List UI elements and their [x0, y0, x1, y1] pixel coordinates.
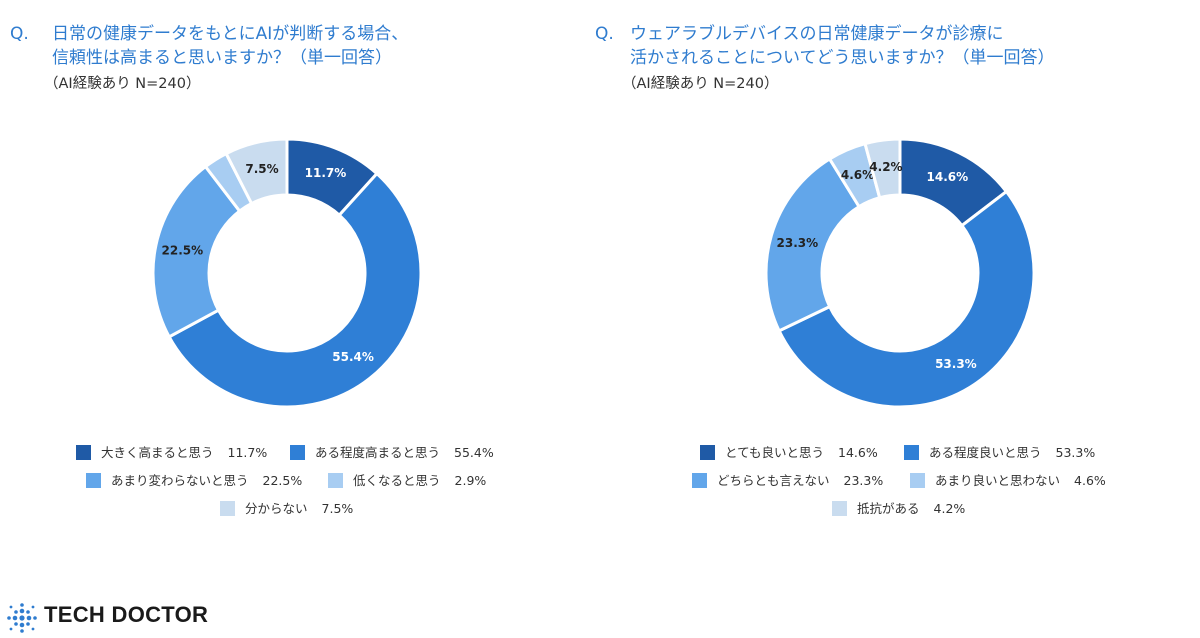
legend-label: 低くなると思う	[353, 473, 441, 488]
question-line-1: 日常の健康データをもとにAIが判断する場合、	[52, 24, 409, 44]
question-subtitle: （AI経験あり N=240）	[622, 76, 779, 92]
slice-value-label: 4.6%	[841, 168, 874, 182]
legend-item: どちらとも言えない 23.3%	[692, 472, 883, 490]
slice-value-label: 11.7%	[305, 166, 347, 180]
legend-item: ある程度高まると思う 55.4%	[290, 444, 494, 462]
question-prefix: Q.	[595, 24, 614, 44]
legend-swatch	[290, 445, 305, 460]
legend-item: 抵抗がある 4.2%	[832, 500, 965, 518]
legend-value: 14.6%	[838, 445, 878, 460]
donut-chart: 11.7% 55.4% 22.5% 7.5%	[151, 137, 423, 409]
brand-name: TECH DOCTOR	[44, 602, 209, 627]
legend-swatch	[86, 473, 101, 488]
legend-label: 分からない	[245, 501, 308, 516]
slice-value-label: 22.5%	[162, 244, 204, 258]
slice-value-label: 53.3%	[935, 357, 977, 371]
legend-swatch	[832, 501, 847, 516]
legend-value: 7.5%	[321, 501, 354, 516]
donut-slice	[151, 164, 242, 339]
donut-slice	[764, 156, 862, 333]
legend-value: 4.2%	[933, 501, 966, 516]
question-subtitle: （AI経験あり N=240）	[44, 76, 201, 92]
legend-swatch	[910, 473, 925, 488]
question-title: Q. ウェアラブルデバイスの日常健康データが診療に 活かされることについてどう思…	[595, 22, 1195, 72]
legend-value: 53.3%	[1055, 445, 1096, 460]
question-line-2: 信頼性は高まると思いますか？（単一回答）	[52, 48, 392, 68]
legend-label: あまり変わらないと思う	[111, 473, 249, 488]
slice-value-label: 55.4%	[332, 350, 374, 364]
legend-value: 2.9%	[454, 473, 487, 488]
legend-value: 4.6%	[1074, 473, 1106, 488]
slice-value-label: 7.5%	[245, 162, 278, 176]
legend-value: 55.4%	[454, 445, 494, 460]
legend-label: 大きく高まると思う	[101, 445, 214, 460]
legend-swatch	[328, 473, 343, 488]
legend-value: 23.3%	[843, 473, 884, 488]
question-line-2: 活かされることについてどう思いますか？（単一回答）	[630, 48, 1055, 68]
legend-label: あまり良いと思わない	[935, 473, 1061, 488]
legend-item: 低くなると思う 2.9%	[328, 472, 486, 490]
question-line-1: ウェアラブルデバイスの日常健康データが診療に	[630, 24, 1004, 44]
legend-swatch	[220, 501, 235, 516]
donut-slice	[777, 189, 1036, 409]
legend-label: 抵抗がある	[857, 501, 920, 516]
legend-item: とても良いと思う 14.6%	[700, 444, 878, 462]
legend-label: ある程度高まると思う	[315, 445, 441, 460]
legend-value: 22.5%	[262, 473, 303, 488]
donut-slice	[167, 171, 423, 409]
legend-item: 分からない 7.5%	[220, 500, 353, 518]
slice-value-label: 23.3%	[777, 236, 819, 250]
legend-label: とても良いと思う	[725, 445, 825, 460]
question-prefix: Q.	[10, 24, 29, 44]
legend-label: どちらとも言えない	[717, 473, 830, 488]
donut-chart: 14.6% 53.3% 23.3% 4.6%4.2%	[764, 137, 1036, 409]
chart-panel-2: Q. ウェアラブルデバイスの日常健康データが診療に 活かされることについてどう思…	[595, 0, 1200, 560]
legend-swatch	[692, 473, 707, 488]
dot-cross-logo-icon	[7, 603, 37, 633]
donut-slice	[863, 137, 902, 200]
legend-label: ある程度良いと思う	[929, 445, 1042, 460]
legend-swatch	[76, 445, 91, 460]
chart-panel-1: Q. 日常の健康データをもとにAIが判断する場合、 信頼性は高まると思いますか？…	[0, 0, 590, 560]
donut-slice	[224, 137, 289, 206]
legend-item: ある程度良いと思う 53.3%	[904, 444, 1095, 462]
slice-value-label: 4.2%	[869, 160, 902, 174]
legend-item: あまり良いと思わない 4.6%	[910, 472, 1106, 490]
legend-swatch	[700, 445, 715, 460]
slice-value-label: 14.6%	[927, 170, 969, 184]
legend-item: 大きく高まると思う 11.7%	[76, 444, 267, 462]
legend-value: 11.7%	[227, 445, 268, 460]
legend-item: あまり変わらないと思う 22.5%	[86, 472, 302, 490]
question-title: Q. 日常の健康データをもとにAIが判断する場合、 信頼性は高まると思いますか？…	[10, 22, 580, 72]
legend-swatch	[904, 445, 919, 460]
